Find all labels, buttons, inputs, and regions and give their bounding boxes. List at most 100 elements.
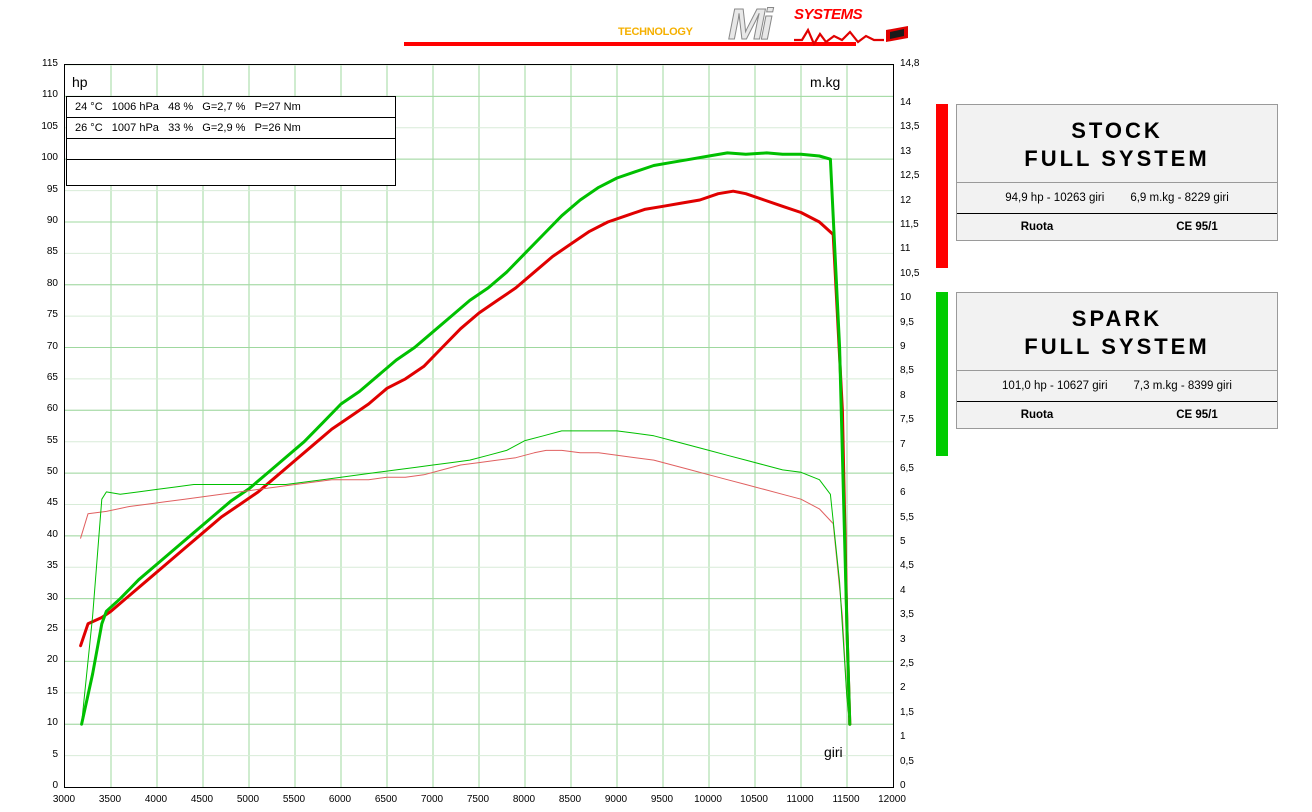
y-tick-left: 75 bbox=[46, 309, 58, 321]
y-tick-left: 0 bbox=[52, 780, 58, 791]
y-axis-right-label: m.kg bbox=[810, 74, 841, 90]
y-tick-left: 110 bbox=[42, 89, 58, 101]
brand-logo: TECHNOLOGY Mi SYSTEMS bbox=[618, 0, 908, 50]
x-tick: 8000 bbox=[512, 794, 536, 805]
panel-subtitle: FULL SYSTEM bbox=[1024, 145, 1210, 171]
y-tick-right: 13 bbox=[900, 145, 912, 157]
series-stock-power bbox=[79, 189, 852, 726]
x-tick: 10000 bbox=[694, 794, 722, 805]
y-tick-right: 14 bbox=[900, 97, 912, 109]
y-tick-right: 1,5 bbox=[900, 706, 914, 718]
y-tick-right: 5 bbox=[900, 536, 906, 548]
y-tick-right: 9,5 bbox=[900, 316, 914, 328]
panel-power-value: 101,0 hp - 10627 giri bbox=[1002, 380, 1108, 392]
panel-title: SPARK FULL SYSTEM bbox=[957, 293, 1277, 371]
x-tick: 8500 bbox=[558, 794, 582, 805]
y-tick-left: 60 bbox=[46, 403, 58, 415]
legend-color-swatch bbox=[936, 292, 948, 456]
y-tick-right: 8,5 bbox=[900, 365, 914, 377]
x-tick: 7000 bbox=[420, 794, 444, 805]
y-tick-right: 12,5 bbox=[900, 170, 920, 182]
y-tick-right: 0,5 bbox=[900, 755, 914, 767]
logo-systems-text: SYSTEMS bbox=[794, 6, 863, 23]
y-tick-left: 20 bbox=[46, 654, 58, 666]
panel-torque-value: 6,9 m.kg - 8229 giri bbox=[1130, 192, 1229, 204]
y-tick-left: 40 bbox=[46, 528, 58, 540]
conditions-row bbox=[67, 139, 395, 160]
y-tick-right: 11 bbox=[900, 243, 911, 255]
x-tick: 9000 bbox=[604, 794, 628, 805]
panel-footer: Ruota CE 95/1 bbox=[957, 402, 1277, 428]
x-axis-label: giri bbox=[824, 744, 843, 760]
x-tick: 6500 bbox=[374, 794, 398, 805]
panel-subtitle: FULL SYSTEM bbox=[1024, 333, 1210, 359]
y-tick-left: 115 bbox=[42, 58, 58, 69]
y-tick-left: 105 bbox=[41, 120, 58, 132]
conditions-row: 26 °C 1007 hPa 33 % G=2,9 % P=26 Nm bbox=[67, 118, 395, 139]
x-tick: 6000 bbox=[328, 794, 352, 805]
y-tick-left: 15 bbox=[46, 685, 58, 697]
y-tick-left: 95 bbox=[46, 183, 58, 195]
header-banner: TECHNOLOGY Mi SYSTEMS bbox=[0, 0, 1312, 50]
y-tick-right: 8 bbox=[900, 389, 906, 401]
y-tick-right: 1 bbox=[900, 731, 906, 743]
header-red-rule bbox=[404, 42, 856, 46]
y-tick-left: 45 bbox=[46, 497, 58, 509]
x-tick: 11000 bbox=[786, 794, 814, 805]
panel-torque-value: 7,3 m.kg - 8399 giri bbox=[1133, 380, 1232, 392]
y-tick-left: 70 bbox=[46, 340, 58, 352]
y-tick-right: 10 bbox=[900, 292, 912, 304]
panel-title: STOCK FULL SYSTEM bbox=[957, 105, 1277, 183]
y-tick-right: 12 bbox=[900, 194, 912, 206]
series-stock-torque bbox=[80, 449, 851, 725]
x-tick: 4000 bbox=[144, 794, 168, 805]
y-tick-left: 30 bbox=[46, 591, 58, 603]
panel-values: 101,0 hp - 10627 giri 7,3 m.kg - 8399 gir… bbox=[957, 371, 1277, 402]
y-tick-left: 50 bbox=[46, 466, 58, 478]
series-spark-power bbox=[80, 151, 852, 726]
y-tick-right: 14,8 bbox=[900, 58, 920, 69]
y-tick-left: 25 bbox=[46, 623, 58, 635]
x-tick: 3000 bbox=[52, 794, 76, 805]
y-tick-left: 35 bbox=[46, 560, 58, 572]
x-tick: 9500 bbox=[650, 794, 674, 805]
y-tick-right: 2,5 bbox=[900, 658, 914, 670]
dyno-chart: 0 5 10 15 20 25 30 35 40 45 50 55 60 65 70 75 80 85 90 95 10… bbox=[0, 48, 940, 812]
x-tick: 3500 bbox=[98, 794, 122, 805]
y-tick-left: 100 bbox=[41, 152, 58, 164]
y-tick-left: 5 bbox=[52, 748, 58, 760]
y-tick-right: 6,5 bbox=[900, 462, 914, 474]
x-tick: 10500 bbox=[740, 794, 768, 805]
legend-panel-spark: SPARK FULL SYSTEM 101,0 hp - 10627 giri 7,3… bbox=[956, 292, 1278, 429]
conditions-row: 24 °C 1006 hPa 48 % G=2,7 % P=27 Nm bbox=[67, 97, 395, 118]
logo-mi-text: Mi bbox=[728, 0, 774, 50]
y-tick-right: 0 bbox=[900, 780, 906, 791]
y-tick-left: 90 bbox=[46, 214, 58, 226]
panel-footer-left: Ruota bbox=[1020, 409, 1054, 421]
y-tick-right: 13,5 bbox=[900, 121, 920, 133]
y-tick-right: 9 bbox=[900, 340, 906, 352]
panel-brand: SPARK bbox=[1071, 306, 1163, 331]
y-tick-right: 3 bbox=[900, 633, 906, 645]
legend-color-swatch bbox=[936, 104, 948, 268]
x-tick: 11500 bbox=[832, 794, 860, 805]
y-tick-right: 7,5 bbox=[900, 414, 914, 426]
y-tick-left: 10 bbox=[46, 717, 58, 729]
y-tick-right: 3,5 bbox=[900, 609, 914, 621]
legend-panel-stock: STOCK FULL SYSTEM 94,9 hp - 10263 giri 6,9 … bbox=[956, 104, 1278, 241]
y-tick-right: 11,5 bbox=[900, 218, 919, 230]
y-tick-right: 10,5 bbox=[900, 267, 920, 279]
y-tick-left: 55 bbox=[46, 434, 58, 446]
y-tick-left: 85 bbox=[46, 246, 58, 258]
y-tick-left: 65 bbox=[46, 371, 58, 383]
y-tick-right: 6 bbox=[900, 487, 906, 499]
x-tick: 5000 bbox=[236, 794, 260, 805]
y-axis-left-label: hp bbox=[72, 74, 88, 90]
y-tick-left: 80 bbox=[46, 277, 58, 289]
conditions-row bbox=[67, 160, 395, 181]
x-tick: 12000 bbox=[878, 794, 906, 805]
logo-waveform-icon bbox=[794, 26, 908, 46]
conditions-table: 24 °C 1006 hPa 48 % G=2,7 % P=27 Nm 26 °C… bbox=[66, 96, 396, 186]
panel-power-value: 94,9 hp - 10263 giri bbox=[1005, 192, 1105, 204]
panel-footer-right: CE 95/1 bbox=[1176, 221, 1218, 233]
